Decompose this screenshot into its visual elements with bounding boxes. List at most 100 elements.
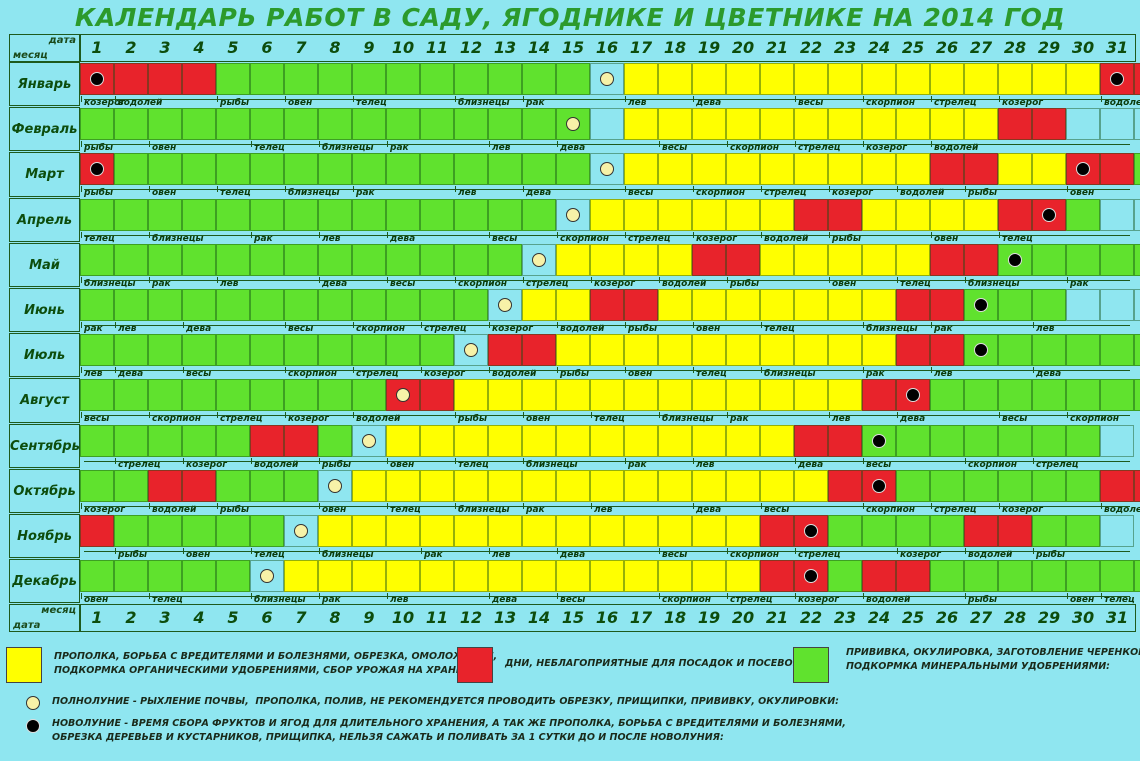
zodiac-tick [693, 231, 694, 238]
day-number: 16 [595, 608, 619, 628]
legend-new-moon-text: НОВОЛУНИЕ - ВРЕМЯ СБОРА ФРУКТОВ И ЯГОД Д… [52, 718, 846, 743]
day-cell [80, 424, 114, 457]
day-cell [488, 108, 522, 141]
day-cell [964, 243, 998, 276]
day-cell [250, 334, 284, 367]
zodiac-label: козерог [832, 188, 873, 199]
day-number: 24 [867, 38, 891, 57]
zodiac-label: водолей [560, 324, 605, 334]
day-cell [1032, 153, 1066, 186]
day-header-bottom [80, 604, 1136, 633]
zodiac-label: рыбы [322, 459, 352, 470]
day-cell [862, 198, 896, 231]
day-number: 18 [663, 38, 687, 57]
day-cell [182, 424, 216, 457]
zodiac-label: скорпион [356, 324, 405, 334]
zodiac-tick [557, 593, 558, 600]
day-cell [114, 108, 148, 141]
zodiac-tick [727, 548, 728, 554]
day-cell [828, 153, 862, 186]
day-cell [658, 63, 692, 95]
zodiac-label: рак [934, 324, 953, 334]
day-cell [658, 515, 692, 547]
zodiac-label: близнецы [866, 324, 918, 334]
zodiac-label: козерог [84, 98, 125, 108]
zodiac-label: телец [1002, 233, 1033, 244]
day-number: 22 [799, 608, 823, 628]
zodiac-label: дева [118, 369, 144, 380]
full-moon-icon [600, 72, 614, 86]
day-cell [1100, 424, 1134, 457]
zodiac-label: стрелец [118, 459, 161, 470]
day-cell [760, 63, 794, 95]
day-cell [692, 108, 726, 141]
day-cell [794, 515, 828, 547]
day-cell [80, 515, 114, 547]
day-cell [114, 198, 148, 231]
zodiac-tick [931, 322, 932, 328]
zodiac-label: дева [560, 550, 586, 560]
day-cell [386, 153, 420, 186]
day-cell [250, 469, 284, 502]
day-number: 16 [595, 38, 619, 57]
day-cell [148, 469, 182, 502]
zodiac-tick [489, 231, 490, 238]
zodiac-tick [557, 231, 558, 238]
corner-header-top: дата месяц [9, 34, 80, 62]
day-cell [80, 560, 114, 593]
day-cell [318, 108, 352, 141]
day-number: 26 [935, 38, 959, 57]
zodiac-tick [81, 367, 82, 374]
day-cell [216, 334, 250, 367]
day-cell [624, 469, 658, 502]
zodiac-label: телец [356, 98, 387, 108]
day-number: 15 [561, 608, 585, 628]
zodiac-label: весы [798, 98, 824, 108]
new-moon-icon [872, 433, 886, 448]
day-cell [216, 289, 250, 321]
day-number: 21 [765, 38, 789, 57]
day-cell [658, 153, 692, 186]
day-cell [862, 243, 896, 276]
zodiac-tick [455, 276, 456, 283]
day-cell [352, 153, 386, 186]
day-cell [862, 515, 896, 547]
legend-red-swatch [457, 647, 493, 683]
day-cell [726, 560, 760, 593]
day-cell [420, 108, 454, 141]
day-cell [692, 334, 726, 367]
day-cell [216, 243, 250, 276]
day-cell [182, 289, 216, 321]
zodiac-tick [795, 457, 796, 464]
new-moon-icon [872, 478, 886, 493]
day-cell [964, 153, 998, 186]
day-cell [454, 515, 488, 547]
zodiac-label: весы [1002, 414, 1028, 425]
day-cell [862, 379, 896, 412]
zodiac-tick [1033, 367, 1034, 374]
zodiac-label: овен [628, 369, 653, 380]
zodiac-label: близнецы [764, 369, 816, 380]
full-moon-icon [498, 298, 512, 312]
zodiac-tick [319, 457, 320, 464]
zodiac-label: стрелец [526, 278, 569, 289]
day-cell [930, 469, 964, 502]
day-cell [352, 469, 386, 502]
day-cell [216, 560, 250, 593]
day-cell [216, 63, 250, 95]
zodiac-tick [319, 276, 320, 283]
day-number: 11 [425, 38, 449, 57]
zodiac-tick [421, 367, 422, 374]
zodiac-label: рыбы [968, 595, 998, 606]
day-cell [454, 153, 488, 186]
day-cell [420, 198, 454, 231]
day-cell [590, 560, 624, 593]
day-number: 27 [969, 38, 993, 57]
zodiac-tick [761, 186, 762, 193]
day-number: 8 [329, 608, 341, 628]
month-name: Январь [9, 62, 80, 107]
zodiac-tick [965, 548, 966, 554]
zodiac-label: лев [492, 143, 511, 154]
zodiac-label: скорпион [458, 278, 507, 289]
